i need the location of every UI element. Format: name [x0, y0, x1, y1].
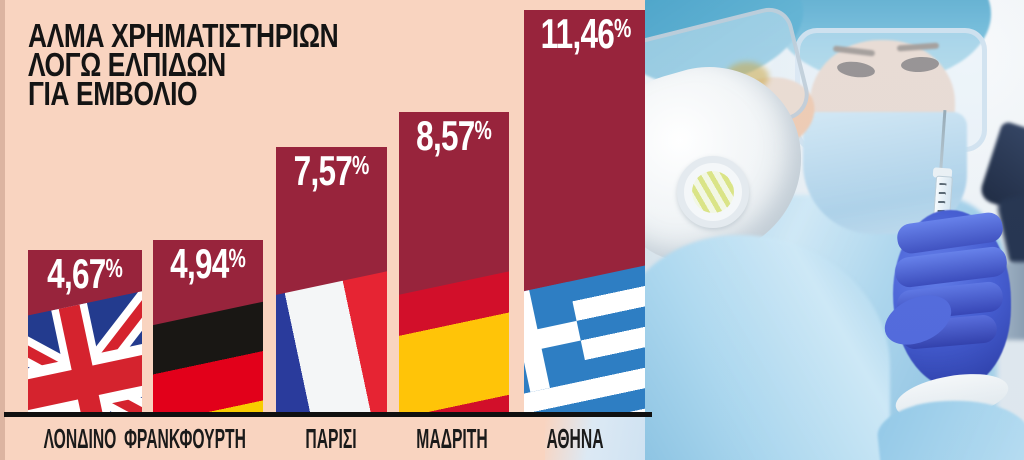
x-axis-line	[4, 412, 652, 417]
bar-value-label: 7,57%	[293, 147, 370, 194]
bar-ΦΡΑΝΚΦΟΥΡΤΗ: 4,94%	[153, 240, 263, 415]
chart-title: ΑΛΜΑ ΧΡΗΜΑΤΙΣΤΗΡΙΩΝ ΛΟΓΩ ΕΛΠΙΔΩΝ ΓΙΑ ΕΜΒ…	[28, 17, 339, 112]
bar-ΠΑΡΙΣΙ: 7,57%	[276, 147, 387, 415]
bar-value-label: 11,46%	[540, 10, 632, 57]
category-label-ΛΟΝΔΙΝΟ: ΛΟΝΔΙΝΟ	[43, 423, 117, 454]
flag-france-icon	[276, 268, 387, 415]
chart-title-line-2: ΛΟΓΩ ΕΛΠΙΔΩΝ	[28, 46, 226, 83]
bar-ΛΟΝΔΙΝΟ: 4,67%	[28, 250, 142, 415]
flag-germany-icon	[153, 298, 263, 415]
chart-title-line-1: ΑΛΜΑ ΧΡΗΜΑΤΙΣΤΗΡΙΩΝ	[28, 17, 339, 54]
photo-light-veil	[645, 0, 1024, 460]
category-label-ΦΡΑΝΚΦΟΥΡΤΗ: ΦΡΑΝΚΦΟΥΡΤΗ	[124, 423, 246, 454]
category-label-ΑΘΗΝΑ: ΑΘΗΝΑ	[546, 423, 604, 454]
flag-greece-icon	[524, 261, 648, 415]
n95-valve	[677, 156, 749, 228]
bar-value-label: 4,94%	[170, 240, 246, 287]
category-label-ΜΑΔΡΙΤΗ: ΜΑΔΡΙΤΗ	[416, 423, 488, 454]
flag-uk-icon	[28, 276, 142, 415]
bar-ΜΑΔΡΙΤΗ: 8,57%	[399, 112, 509, 415]
chart-title-line-3: ΓΙΑ ΕΜΒΟΛΙΟ	[28, 75, 198, 112]
bar-ΑΘΗΝΑ: 11,46%	[524, 10, 648, 415]
n95-valve-grille	[692, 171, 734, 213]
bar-value-label: 4,67%	[47, 250, 123, 297]
bar-value-label: 8,57%	[416, 112, 492, 159]
category-label-ΠΑΡΙΣΙ: ΠΑΡΙΣΙ	[305, 423, 357, 454]
flag-spain-icon	[399, 268, 509, 415]
photo-bottom-left-blend	[545, 417, 646, 460]
lab-workers-photo	[645, 0, 1024, 460]
left-edge-strip	[0, 0, 5, 460]
